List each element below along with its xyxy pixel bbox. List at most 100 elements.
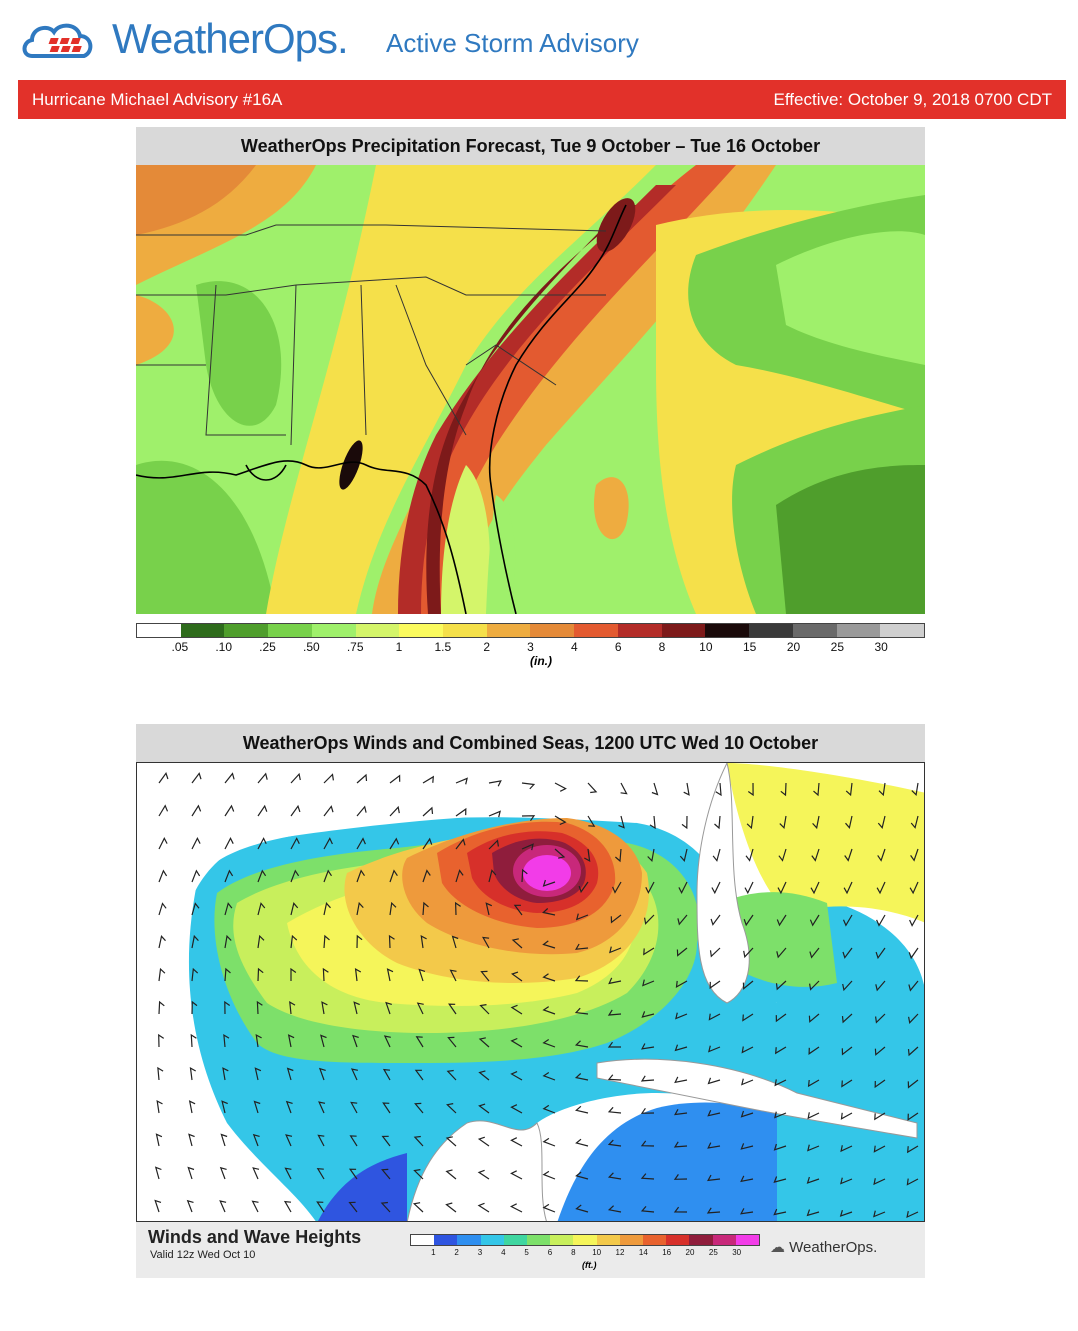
wind-barb	[191, 804, 202, 817]
wind-barb	[511, 938, 523, 949]
wind-barb	[509, 1203, 523, 1213]
scale-swatch	[503, 1235, 528, 1245]
wind-barb	[774, 1079, 787, 1087]
scale-label: .25	[259, 640, 276, 654]
wind-barb	[422, 775, 434, 784]
wind-barb	[380, 1201, 391, 1213]
wind-barb	[350, 1101, 358, 1114]
scale-swatch	[643, 1235, 667, 1245]
wind-barb	[477, 1169, 490, 1180]
scale-label: 25	[708, 1248, 718, 1257]
wind-barb	[574, 1073, 589, 1081]
winds-legend-footer: Winds and Wave Heights Valid 12z Wed Oct…	[136, 1222, 925, 1278]
wind-barb	[845, 782, 853, 797]
wind-barb	[257, 804, 268, 817]
wind-barb	[510, 1004, 523, 1015]
wind-barb	[445, 1136, 457, 1147]
wind-barb	[742, 980, 754, 990]
wave-color-scale	[410, 1234, 760, 1246]
wind-barb	[542, 908, 556, 916]
wind-barb	[841, 1046, 853, 1056]
wind-barb	[574, 1040, 589, 1048]
wind-barb	[674, 1044, 688, 1052]
wind-barb	[642, 979, 655, 987]
wind-barb	[521, 868, 528, 883]
wind-barb	[488, 810, 501, 818]
wind-barb	[353, 1001, 360, 1015]
wind-barb	[876, 881, 886, 895]
scale-swatch	[836, 624, 881, 637]
wind-barb	[317, 1134, 325, 1147]
wind-barb	[679, 848, 688, 862]
wind-barb	[643, 947, 655, 956]
scale-swatch	[457, 1235, 481, 1245]
wind-barb	[290, 934, 298, 949]
wind-barb	[188, 1133, 195, 1147]
wind-barb	[740, 1110, 754, 1118]
wind-barb	[323, 805, 334, 817]
wind-barb	[774, 1111, 787, 1119]
wind-barb	[154, 1166, 162, 1180]
brand-name: WeatherOps.	[112, 15, 349, 62]
scale-swatch	[574, 624, 618, 637]
wind-barb	[807, 1144, 820, 1152]
wind-barb	[316, 1201, 325, 1213]
wind-barb	[874, 1112, 886, 1121]
wind-barb	[673, 1174, 688, 1180]
scale-label: .05	[171, 640, 189, 654]
effective-date: Effective: October 9, 2018 0700 CDT	[773, 90, 1052, 109]
wind-barb	[607, 1009, 622, 1016]
wind-barb	[224, 772, 235, 784]
wind-barb	[455, 807, 467, 817]
wind-barb	[191, 967, 199, 982]
wind-barb	[286, 1067, 294, 1081]
wind-barb	[385, 1001, 392, 1015]
scale-swatch	[311, 624, 356, 637]
wind-barb	[416, 1002, 424, 1015]
wind-barb	[323, 869, 333, 883]
scale-label: 8	[658, 640, 666, 654]
wind-barb	[806, 1209, 820, 1217]
wind-barb	[510, 1137, 523, 1147]
winds-map	[136, 762, 925, 1222]
wind-barb	[640, 1107, 655, 1114]
wind-barb	[356, 837, 366, 850]
scale-label: .10	[215, 640, 232, 654]
wind-barb	[773, 1143, 787, 1151]
wind-barb	[321, 1001, 328, 1015]
wind-barb	[256, 1000, 263, 1015]
wind-barb	[673, 1141, 688, 1148]
wind-barb	[290, 967, 297, 981]
wind-barb	[356, 901, 364, 916]
header-subtitle: Active Storm Advisory	[386, 28, 639, 58]
scale-label: 25	[830, 640, 845, 654]
wind-barb	[257, 902, 266, 916]
scale-swatch	[434, 1235, 458, 1245]
wind-barb	[773, 1208, 787, 1216]
precip-map-image	[136, 165, 925, 614]
wind-barb	[389, 901, 397, 916]
wind-barb	[575, 1204, 589, 1213]
wind-barb	[542, 1038, 556, 1048]
wind-barb	[389, 837, 400, 850]
scale-swatch	[661, 624, 706, 637]
wind-barb	[840, 1112, 853, 1120]
wind-barb	[587, 782, 598, 794]
wind-barb	[675, 1012, 688, 1020]
scale-swatch	[137, 624, 181, 637]
wind-barb	[873, 1145, 886, 1153]
scale-label: 6	[614, 640, 622, 654]
wind-barb	[415, 1036, 424, 1048]
wind-barb	[224, 804, 235, 817]
wind-barb	[740, 1175, 754, 1183]
wind-barb	[448, 1003, 457, 1015]
wind-barb	[290, 869, 300, 883]
wind-barb	[454, 901, 461, 916]
wind-barb	[352, 1034, 359, 1048]
scale-swatch	[550, 1235, 574, 1245]
wind-barb	[413, 1169, 424, 1180]
wind-barb	[224, 934, 232, 949]
wind-barb	[224, 836, 234, 850]
wind-barb	[251, 1200, 259, 1213]
wind-barb	[480, 970, 490, 982]
